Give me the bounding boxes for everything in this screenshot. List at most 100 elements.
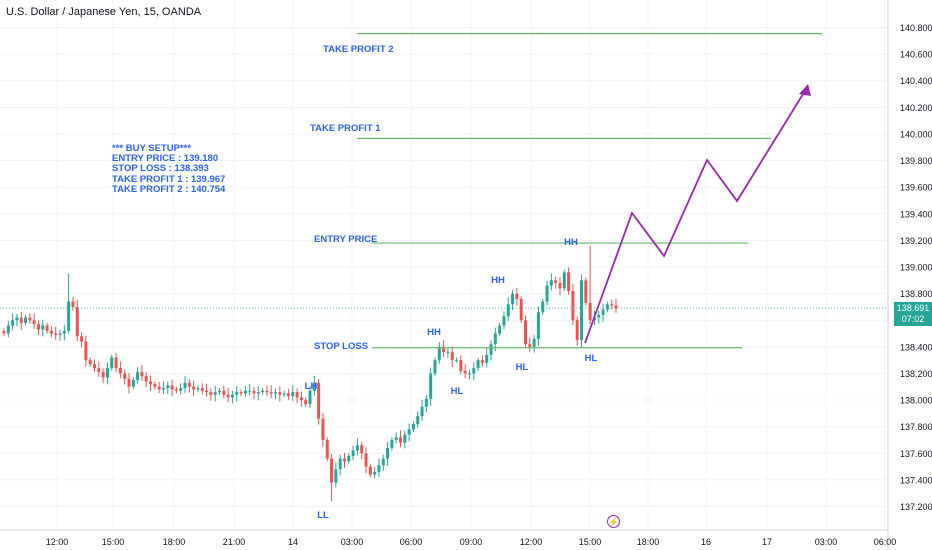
candle-body — [45, 325, 49, 331]
candle-body — [394, 437, 398, 440]
candle-body — [269, 392, 273, 394]
candle-body — [93, 364, 97, 369]
x-tick-label: 06:00 — [874, 537, 897, 547]
candle-body — [334, 469, 338, 483]
candle-body — [330, 458, 334, 483]
candle-body — [433, 360, 437, 374]
candle-body — [360, 445, 364, 454]
candle-body — [545, 285, 549, 302]
x-tick-label: 09:00 — [460, 537, 483, 547]
candle-body — [575, 320, 579, 341]
candle-body — [532, 338, 536, 347]
y-tick-label: 137.800 — [900, 422, 932, 432]
candle-body — [601, 309, 605, 315]
note-line: TAKE PROFIT 2 : 140.754 — [112, 183, 226, 195]
x-tick-label: 03:00 — [815, 537, 838, 547]
candle-body — [515, 293, 519, 299]
candle-body — [317, 382, 321, 419]
stop-loss-label: STOP LOSS — [314, 341, 369, 352]
candle-body — [498, 325, 502, 334]
swing-label: HL — [516, 362, 529, 373]
candle-body — [28, 317, 32, 321]
x-tick-label: 21:00 — [223, 537, 246, 547]
y-tick-label: 139.200 — [900, 236, 932, 246]
candle-body — [256, 392, 260, 394]
candle-body — [136, 372, 140, 381]
candle-body — [274, 392, 278, 394]
candle-body — [304, 400, 308, 405]
candle-body — [493, 333, 497, 345]
candle-body — [614, 305, 618, 309]
x-tick-label: 15:00 — [102, 537, 125, 547]
candle-body — [101, 372, 105, 378]
x-tick-label: 15:00 — [579, 537, 602, 547]
projection-path — [584, 85, 809, 344]
candle-body — [528, 344, 532, 347]
candle-body — [49, 330, 53, 334]
candle-body — [502, 316, 506, 326]
candle-body — [170, 385, 174, 390]
candle-body — [62, 330, 66, 334]
candle-body — [424, 398, 428, 407]
y-tick-label: 140.000 — [900, 129, 932, 139]
y-tick-label: 139.800 — [900, 156, 932, 166]
y-tick-label: 137.600 — [900, 449, 932, 459]
projection-arrowhead — [799, 84, 811, 96]
candle-body — [442, 346, 446, 353]
candle-body — [459, 360, 463, 371]
candle-body — [239, 392, 243, 394]
y-tick-label: 138.800 — [900, 289, 932, 299]
candle-body — [308, 390, 312, 405]
candle-body — [325, 439, 329, 459]
note-line: STOP LOSS : 138.393 — [112, 163, 209, 175]
x-tick-label: 17 — [762, 537, 772, 547]
candle-body — [368, 466, 372, 475]
candle-body — [485, 354, 489, 363]
note-line: ENTRY PRICE : 139.180 — [112, 153, 219, 165]
swing-label: HL — [585, 353, 598, 364]
candle-body — [196, 388, 200, 390]
candle-body — [338, 458, 342, 470]
candle-body — [282, 393, 286, 395]
candle-body — [407, 429, 411, 435]
candle-body — [149, 381, 153, 385]
candle-body — [153, 384, 157, 387]
candle-body — [554, 280, 558, 283]
candle-body — [562, 272, 566, 289]
candle-body — [200, 388, 204, 391]
candle-body — [75, 306, 79, 337]
candle-body — [597, 314, 601, 318]
candle-body — [523, 320, 527, 345]
x-tick-label: 16 — [701, 537, 711, 547]
candle-body — [209, 392, 213, 395]
candle-body — [605, 304, 609, 310]
swing-label: HH — [427, 327, 441, 338]
x-tick-label: 18:00 — [637, 537, 660, 547]
y-tick-label: 140.200 — [900, 103, 932, 113]
candle-body — [312, 382, 316, 391]
candle-body — [80, 336, 84, 342]
candle-body — [381, 458, 385, 466]
candle-body — [286, 393, 290, 397]
candle-body — [610, 304, 614, 306]
candle-body — [2, 330, 6, 334]
candle-body — [140, 372, 144, 377]
candle-body — [84, 341, 88, 361]
candle-body — [455, 360, 459, 362]
candle-body — [226, 394, 230, 398]
candle-body — [179, 388, 183, 391]
candle-body — [476, 360, 480, 369]
candle-body — [467, 373, 471, 375]
candle-body — [519, 298, 523, 321]
candle-body — [6, 325, 10, 334]
candle-body — [24, 317, 28, 323]
candle-body — [321, 418, 325, 440]
symbol-title: U.S. Dollar / Japanese Yen, 15, OANDA — [6, 6, 202, 18]
lightning-icon[interactable]: ⚡ — [607, 515, 620, 528]
take-profit-2-label: TAKE PROFIT 2 — [323, 44, 394, 55]
candle-body — [420, 406, 424, 417]
candle-body — [213, 392, 217, 395]
candle-body — [36, 324, 40, 330]
candle-body — [183, 382, 187, 389]
